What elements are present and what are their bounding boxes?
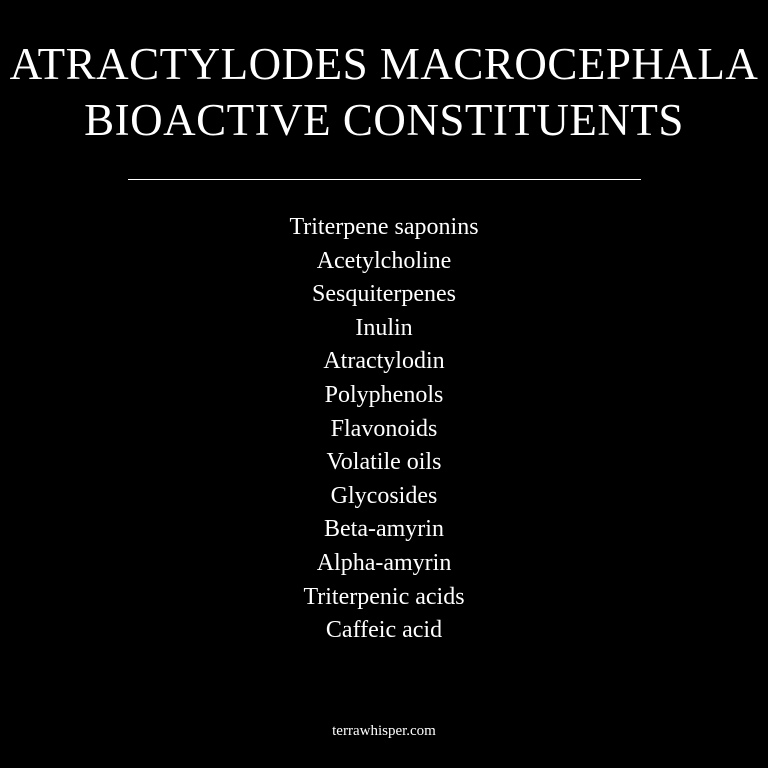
footer-site-link[interactable]: terrawhisper.com: [332, 723, 436, 739]
list-item: Inulin: [355, 314, 413, 341]
list-item: Sesquiterpenes: [312, 281, 456, 308]
list-item: Glycosides: [330, 482, 438, 509]
title-line-2: BIOACTIVE CONSTITUENTS: [84, 95, 684, 145]
title-divider: [128, 179, 641, 180]
list-item: Polyphenols: [324, 381, 444, 408]
page-title: ATRACTYLODES MACROCEPHALA BIOACTIVE CONS…: [0, 36, 768, 148]
list-item: Beta-amyrin: [324, 516, 444, 543]
list-item: Triterpene saponins: [289, 214, 479, 240]
title-line-1: ATRACTYLODES MACROCEPHALA: [9, 39, 759, 89]
list-item: Acetylcholine: [316, 247, 452, 274]
constituents-list: Triterpene saponins Acetylcholine Sesqui…: [0, 211, 768, 648]
list-item: Atractylodin: [323, 348, 445, 375]
list-item: Triterpenic acids: [303, 583, 465, 610]
list-item: Alpha-amyrin: [316, 549, 452, 576]
list-item: Caffeic acid: [325, 617, 443, 644]
list-item: Flavonoids: [330, 415, 438, 442]
list-item: Volatile oils: [326, 449, 442, 476]
